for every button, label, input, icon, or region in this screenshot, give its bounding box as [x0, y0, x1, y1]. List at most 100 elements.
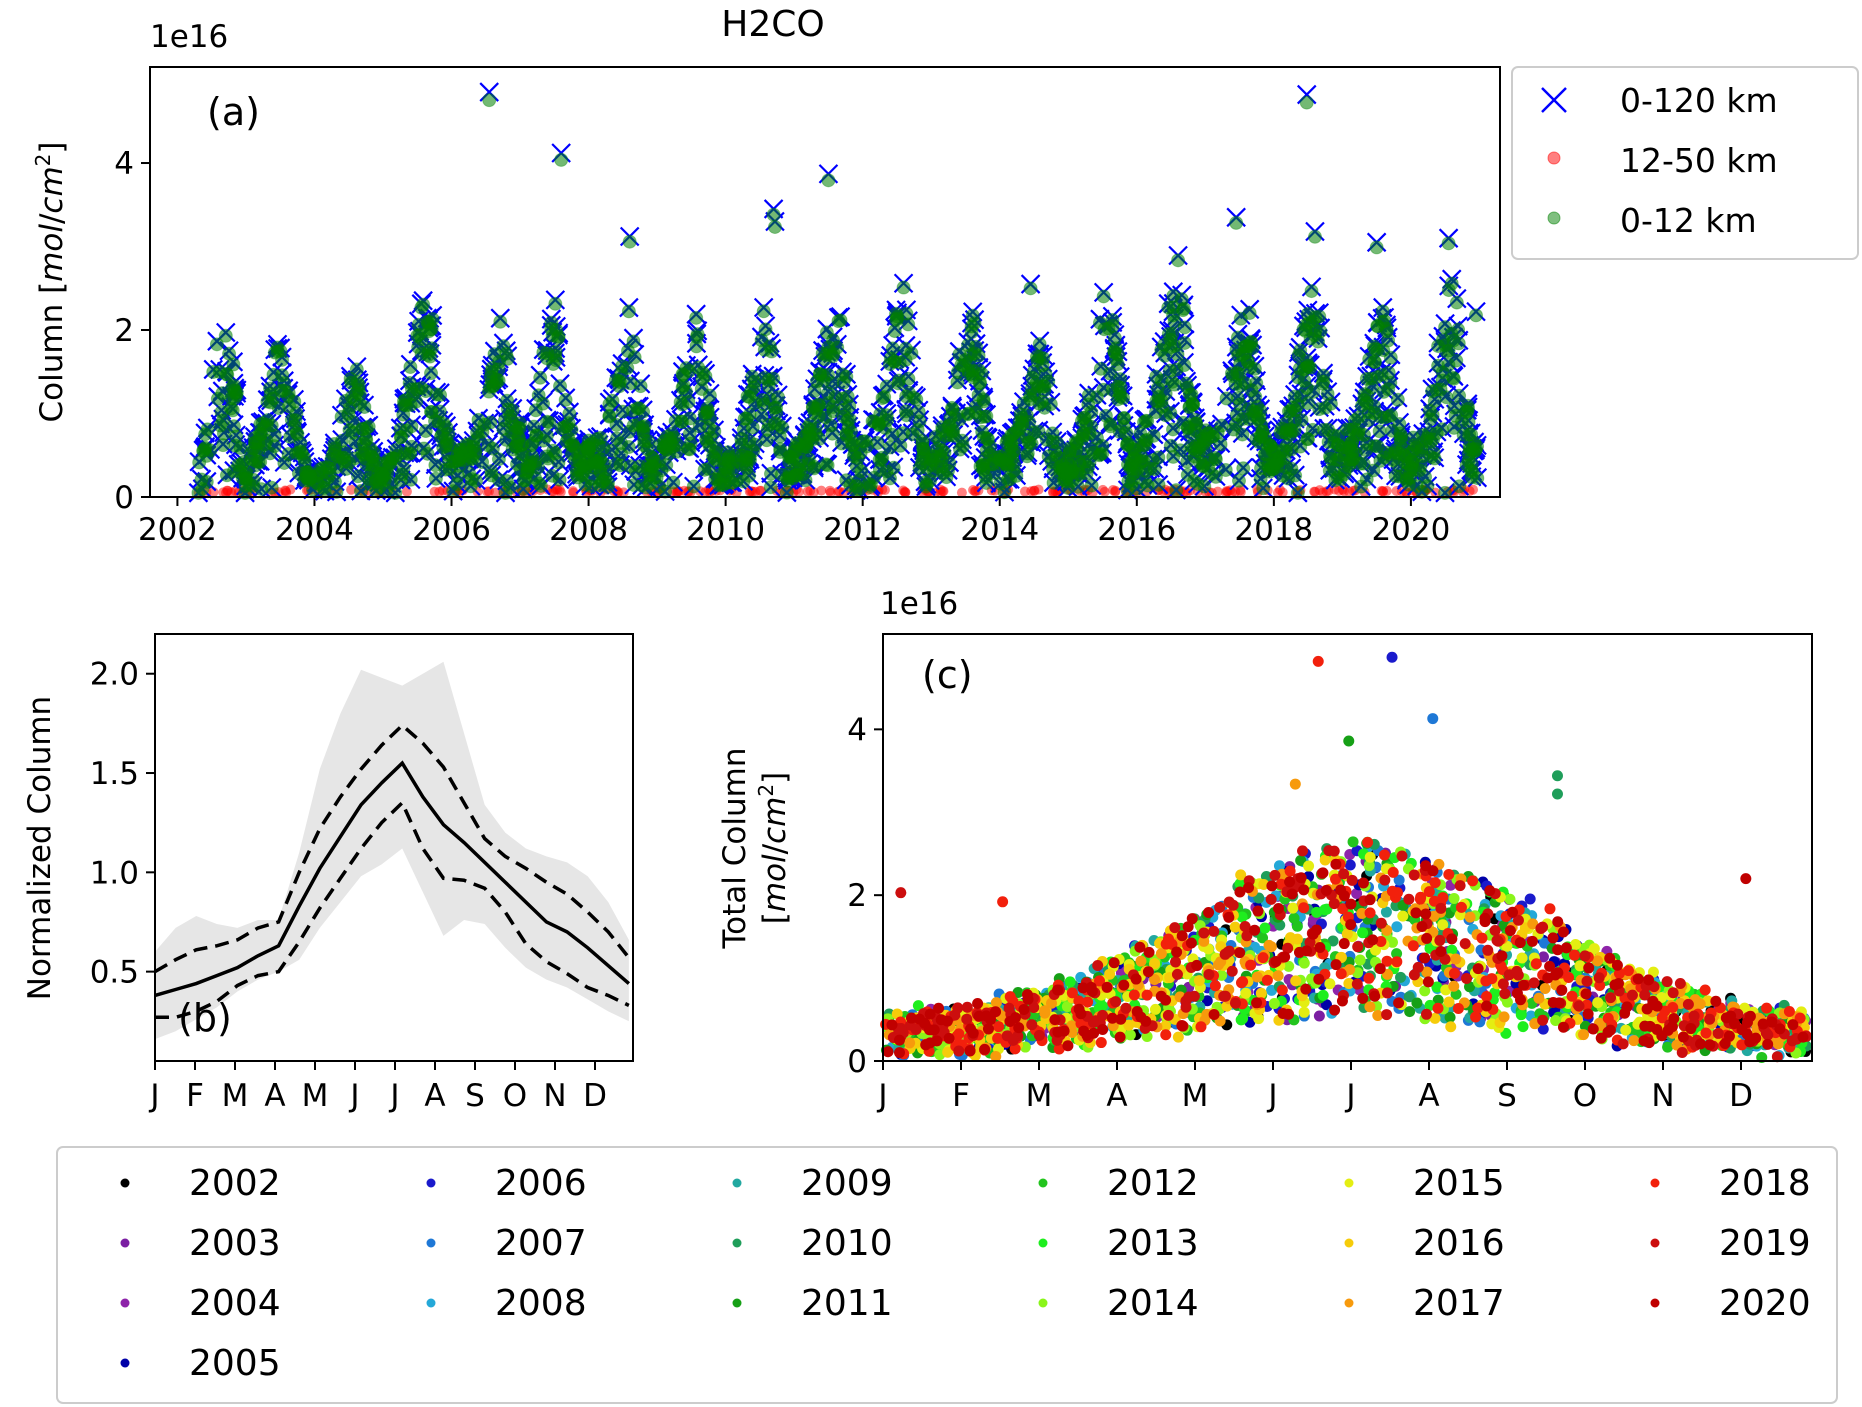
trop-point [1339, 422, 1354, 437]
strat-point [483, 486, 494, 497]
trop-point [859, 439, 874, 454]
trop-point [766, 207, 781, 222]
trop-point [420, 314, 435, 329]
trop-point [1113, 389, 1128, 404]
trop-point [1263, 438, 1278, 453]
trop-point [1032, 337, 1047, 352]
trop-point [1283, 404, 1298, 419]
panel-c-point [1380, 906, 1392, 918]
trop-point [359, 433, 374, 448]
panel-b-plot [154, 661, 631, 1040]
trop-point [396, 407, 411, 422]
trop-point [1206, 429, 1221, 444]
trop-point [1020, 449, 1035, 464]
trop-point [697, 462, 712, 477]
trop-point [1343, 440, 1358, 455]
panel-c-multiplier: 1e16 [880, 586, 958, 622]
strat-point [1099, 486, 1110, 497]
trop-point [916, 442, 931, 457]
trop-point [821, 173, 836, 188]
strat-point [1314, 485, 1325, 496]
panel-b-x-tick-label: O [503, 1078, 527, 1114]
trop-point [1228, 417, 1243, 432]
panel-a-points [188, 82, 1488, 503]
strat-point [1337, 484, 1348, 495]
trop-point [844, 434, 859, 449]
trop-point [553, 379, 568, 394]
trop-point [404, 439, 419, 454]
trop-point [1238, 376, 1253, 391]
trop-point [438, 462, 453, 477]
trop-point [899, 408, 914, 423]
trop-point [1146, 428, 1161, 443]
trop-point [1441, 236, 1456, 251]
panel-c-point [1515, 1009, 1527, 1021]
trop-point [592, 462, 607, 477]
panel-c-point [1662, 1041, 1674, 1053]
trop-point [491, 452, 506, 467]
panel-c-point [1313, 1010, 1325, 1022]
trop-point [905, 427, 920, 442]
trop-point [889, 306, 904, 321]
trop-point [896, 280, 911, 295]
trop-point [767, 219, 782, 234]
strat-point [568, 487, 579, 498]
trop-point [1425, 407, 1440, 422]
trop-point [418, 424, 433, 439]
trop-point [450, 468, 465, 483]
trop-point [679, 384, 694, 399]
trop-point [263, 395, 278, 410]
trop-point [808, 421, 823, 436]
trop-point [224, 391, 239, 406]
panel-a-y-ticks: 024 [114, 146, 150, 516]
trop-point [1166, 288, 1181, 303]
trop-point [1177, 335, 1192, 350]
trop-point [763, 480, 778, 495]
trop-point [1300, 306, 1315, 321]
trop-point [972, 376, 987, 391]
trop-point [626, 478, 641, 493]
panel-a-x-tick-label: 2010 [686, 512, 765, 548]
panel-a-x-tick-label: 2018 [1234, 512, 1313, 548]
trop-point [282, 399, 297, 414]
trop-point [1025, 370, 1040, 385]
trop-point [1093, 361, 1108, 376]
panel-a-y-tick-label: 0 [114, 480, 134, 516]
trop-point [730, 473, 745, 488]
trop-point [1158, 408, 1173, 423]
trop-point [200, 422, 215, 437]
panel-a-y-tick-label: 2 [114, 313, 134, 349]
trop-point [1110, 357, 1125, 372]
trop-point [807, 383, 822, 398]
panel-c-point [1517, 1021, 1529, 1033]
strat-point [222, 485, 233, 496]
trop-point [1167, 377, 1182, 392]
panel-c-point [1259, 922, 1271, 934]
trop-point [954, 358, 969, 373]
panel-c-point [1354, 954, 1366, 966]
trop-point [195, 481, 210, 496]
trop-point [1452, 388, 1467, 403]
trop-point [1230, 391, 1245, 406]
trop-point [1449, 353, 1464, 368]
strat-point [956, 487, 967, 498]
trop-point [600, 479, 615, 494]
trop-point [873, 407, 888, 422]
strat-point [1029, 485, 1040, 496]
trop-point [322, 466, 337, 481]
trop-point [267, 439, 282, 454]
trop-point [698, 409, 713, 424]
strat-point [429, 486, 440, 497]
strat-point [280, 486, 291, 497]
panel-b-x-tick-label: M [222, 1078, 249, 1114]
trop-point [399, 423, 414, 438]
trop-point [945, 400, 960, 415]
trop-point [912, 414, 927, 429]
trop-point [875, 450, 890, 465]
trop-point [976, 463, 991, 478]
trop-point [1256, 481, 1271, 496]
strat-point [816, 485, 827, 496]
trop-point [1127, 448, 1142, 463]
trop-point [709, 441, 724, 456]
